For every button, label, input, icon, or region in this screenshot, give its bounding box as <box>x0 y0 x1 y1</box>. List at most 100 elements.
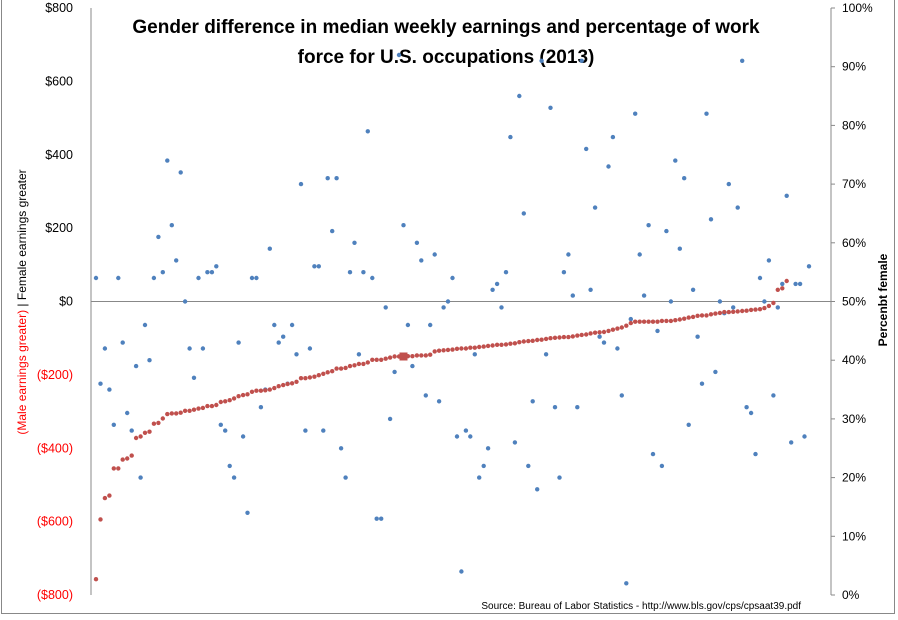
percent-female-point <box>584 146 589 152</box>
right-axis-label: Percenbt female <box>876 253 890 346</box>
percent-female-point <box>615 346 620 351</box>
earnings-difference-point <box>552 335 558 340</box>
percent-female-point <box>174 258 179 263</box>
earnings-difference-point <box>383 356 388 361</box>
earnings-difference-point <box>664 318 669 324</box>
percent-female-point <box>561 270 567 275</box>
earnings-difference-point <box>655 319 660 324</box>
percent-female-point <box>312 264 317 269</box>
earnings-difference-point <box>499 342 504 347</box>
percent-female-point <box>726 181 731 187</box>
earnings-difference-point <box>267 387 272 392</box>
earnings-difference-point <box>370 357 375 362</box>
earnings-difference-point <box>138 434 143 439</box>
percent-female-point <box>485 446 491 451</box>
earnings-difference-point <box>178 410 183 415</box>
percent-female-point <box>548 105 553 111</box>
percent-female-point <box>601 340 607 345</box>
percent-female-point <box>659 463 665 469</box>
earnings-difference-point <box>717 310 723 316</box>
percent-female-point <box>762 299 767 304</box>
percent-female-point <box>713 369 718 375</box>
percent-female-point <box>592 205 598 210</box>
earnings-difference-point <box>343 365 348 371</box>
left-tick-label: $200 <box>45 221 73 235</box>
percent-female-point <box>93 275 99 281</box>
percent-female-point <box>432 252 437 257</box>
percent-female-point <box>330 228 335 234</box>
percent-female-point <box>116 275 121 281</box>
percent-female-point <box>343 475 348 480</box>
earnings-difference-point <box>356 361 362 367</box>
percent-female-point <box>236 340 241 345</box>
earnings-difference-point <box>120 457 125 462</box>
percent-female-point <box>575 405 580 410</box>
percent-female-point <box>383 305 388 310</box>
left-axis-label: (Male earnings greater) | Female earning… <box>15 169 29 434</box>
right-tick-labels: 100% 90% 80% 70% 60% 50% 40% 30% 20% 10% 0% <box>831 1 873 602</box>
percent-female-point <box>735 205 740 210</box>
left-tick-labels: $800 $600 $400 $200 $0 ($200) ($400) ($600) ($80… <box>37 1 73 602</box>
percent-female-point <box>624 581 629 586</box>
earnings-difference-point <box>450 347 455 352</box>
earnings-difference-point <box>780 286 785 291</box>
earnings-difference-point <box>316 373 321 378</box>
percent-female-point <box>436 399 442 404</box>
percent-female-point <box>552 405 558 410</box>
percent-female-point <box>753 451 758 457</box>
earnings-difference-point <box>165 411 170 417</box>
percent-female-point <box>258 405 264 410</box>
percent-female-point <box>272 322 277 328</box>
percent-female-point <box>405 322 411 328</box>
earnings-difference-point <box>102 495 108 501</box>
earnings-difference-point <box>561 334 567 340</box>
earnings-difference-point <box>379 357 384 362</box>
percent-female-point <box>539 58 544 63</box>
earnings-difference-point <box>740 308 745 314</box>
earnings-difference-point <box>249 389 255 394</box>
earnings-difference-point <box>312 374 317 379</box>
left-axis-label-negative: (Male earnings greater) <box>15 310 29 435</box>
left-tick-label: ($600) <box>37 515 73 529</box>
percent-female-point <box>472 352 477 357</box>
percent-female-point <box>138 475 143 480</box>
right-tick-label: 30% <box>842 412 866 426</box>
percent-female-point <box>650 451 656 457</box>
earnings-difference-point <box>281 382 286 388</box>
left-tick-label: $400 <box>45 148 73 162</box>
earnings-difference-point <box>428 352 433 357</box>
earnings-difference-point <box>766 303 772 309</box>
earnings-difference-point <box>182 408 188 413</box>
percent-female-point <box>490 287 495 292</box>
earnings-difference-point <box>530 338 535 343</box>
right-tick-label: 60% <box>842 236 866 250</box>
earnings-difference-point <box>757 307 763 312</box>
earnings-difference-point <box>174 411 179 416</box>
percent-female-point <box>365 129 370 134</box>
percent-female-point <box>775 305 780 310</box>
percent-female-point <box>205 270 210 275</box>
earnings-difference-point <box>116 466 121 471</box>
earnings-difference-point <box>628 320 633 326</box>
earnings-difference-point <box>374 357 379 362</box>
earnings-difference-point <box>588 331 593 336</box>
earnings-difference-point <box>512 341 518 346</box>
percent-female-point <box>289 322 295 328</box>
earnings-difference-series <box>93 278 789 582</box>
percent-female-point <box>338 446 344 451</box>
earnings-difference-point <box>503 342 509 347</box>
percent-female-point <box>619 393 624 398</box>
left-axis-label-separator: | <box>15 303 29 306</box>
earnings-difference-point <box>592 330 598 335</box>
earnings-difference-point <box>156 420 161 426</box>
percent-female-point <box>102 346 108 351</box>
earnings-difference-point <box>147 429 152 434</box>
earnings-difference-point <box>258 388 264 393</box>
percent-female-point <box>535 487 540 492</box>
earnings-difference-point <box>169 411 174 416</box>
earnings-difference-point <box>419 353 424 358</box>
percent-female-point <box>254 275 259 281</box>
earnings-difference-point <box>784 278 789 284</box>
percent-female-point <box>392 369 397 375</box>
earnings-difference-point <box>236 394 241 399</box>
